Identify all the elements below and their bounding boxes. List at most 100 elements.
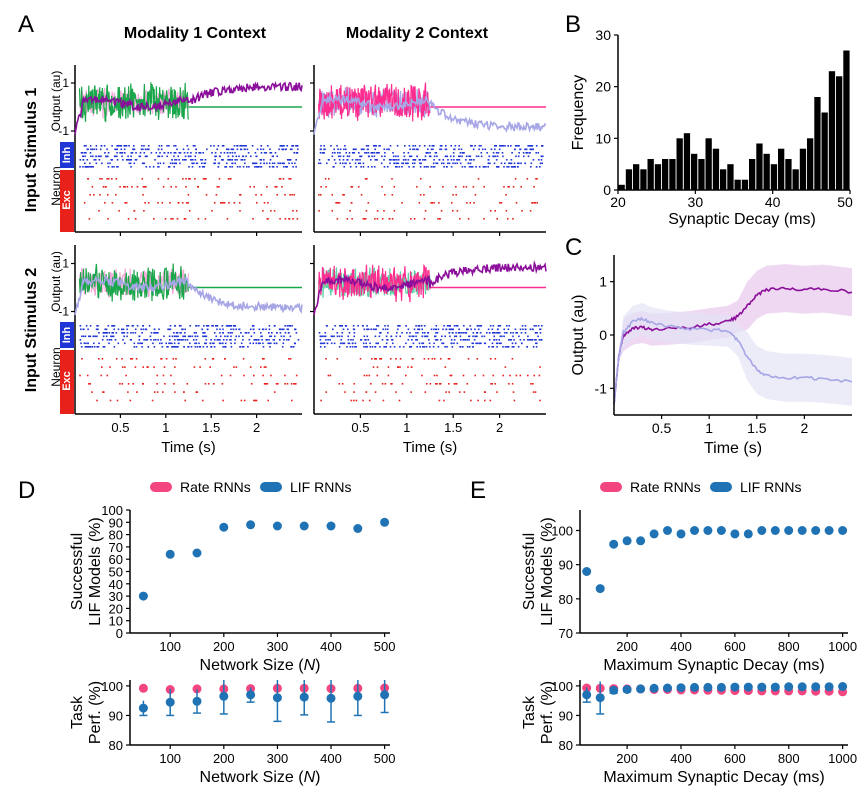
raster-inh-spike — [90, 166, 93, 168]
raster-inh-spike — [434, 335, 436, 338]
data-point — [703, 526, 713, 535]
raster-inh-spike — [146, 148, 149, 151]
raster-inh-spike — [529, 148, 531, 151]
raster-inh-spike — [118, 145, 120, 147]
b-ytick-label: 10 — [595, 130, 611, 146]
raster-exc-spike — [100, 374, 102, 377]
raster-inh-spike — [104, 152, 106, 154]
b-bar — [647, 159, 654, 190]
scatter-ytick-label: 90 — [109, 515, 123, 530]
raster-inh-spike — [408, 166, 410, 168]
raster-inh-spike — [451, 346, 454, 348]
data-point — [326, 521, 336, 531]
raster-inh-spike — [107, 152, 110, 154]
raster-inh-spike — [473, 159, 475, 161]
raster-exc-spike — [351, 186, 354, 188]
raster-inh-spike — [428, 145, 431, 147]
a-xtick-label: 1 — [403, 420, 410, 435]
raster-exc-spike — [194, 178, 196, 180]
raster-inh-spike — [474, 328, 476, 331]
raster-inh-spike — [444, 155, 447, 158]
raster-inh-spike — [186, 339, 189, 341]
raster-inh-spike — [502, 155, 504, 158]
c-ytick-label: 0 — [599, 327, 607, 343]
raster-exc-spike — [472, 186, 475, 188]
raster-inh-spike — [390, 335, 393, 338]
legend-swatch-lif — [710, 482, 732, 492]
raster-inh-spike — [143, 152, 146, 154]
raster-inh-spike — [234, 342, 236, 345]
raster-inh-spike — [245, 145, 247, 147]
raster-inh-spike — [142, 148, 144, 151]
raster-inh-spike — [446, 155, 448, 158]
raster-inh-spike — [402, 346, 405, 348]
raster-inh-spike — [232, 328, 235, 331]
raster-inh-spike — [115, 332, 118, 334]
raster-inh-spike — [412, 342, 415, 345]
raster-exc-spike — [453, 383, 456, 385]
raster-inh-spike — [430, 166, 433, 168]
raster-inh-spike — [470, 328, 472, 331]
raster-inh-spike — [261, 339, 263, 341]
raster-inh-spike — [373, 155, 376, 158]
raster-inh-spike — [357, 162, 360, 165]
raster-inh-spike — [471, 166, 474, 168]
raster-inh-spike — [89, 166, 92, 168]
raster-inh-spike — [487, 328, 490, 331]
raster-inh-spike — [154, 332, 156, 334]
raster-exc-spike — [477, 178, 480, 180]
raster-inh-spike — [461, 166, 464, 168]
raster-inh-spike — [90, 155, 92, 158]
raster-inh-spike — [174, 335, 176, 338]
raster-inh-spike — [79, 159, 82, 161]
raster-exc-spike — [511, 358, 514, 360]
raster-inh-spike — [461, 152, 464, 154]
raster-exc-spike — [142, 366, 144, 368]
scatter-ytick-label: 100 — [551, 524, 573, 539]
inh-label-box — [60, 322, 74, 348]
scatter-ytick-label: 100 — [101, 679, 123, 694]
scatter-xtick-label: 100 — [159, 639, 181, 654]
raster-exc-spike — [266, 218, 269, 220]
raster-inh-spike — [369, 342, 371, 345]
raster-exc-spike — [145, 186, 147, 188]
data-point — [811, 526, 821, 535]
raster-inh-spike — [107, 155, 109, 158]
raster-inh-spike — [215, 335, 217, 338]
raster-inh-spike — [162, 162, 165, 165]
raster-inh-spike — [380, 332, 382, 334]
raster-exc-spike — [507, 186, 509, 188]
raster-inh-spike — [383, 166, 386, 168]
raster-inh-spike — [342, 159, 345, 161]
raster-inh-spike — [217, 145, 220, 147]
raster-inh-spike — [386, 339, 388, 341]
raster-inh-spike — [93, 342, 95, 345]
raster-inh-spike — [347, 339, 350, 341]
raster-inh-spike — [413, 328, 416, 331]
raster-inh-spike — [172, 346, 175, 348]
raster-inh-spike — [227, 155, 230, 158]
raster-exc-spike — [265, 383, 267, 385]
raster-inh-spike — [448, 162, 451, 165]
scatter-xtick-label: 200 — [616, 639, 638, 654]
raster-exc-spike — [469, 202, 472, 204]
raster-exc-spike — [130, 358, 132, 360]
raster-inh-spike — [201, 159, 204, 161]
raster-exc-spike — [103, 391, 105, 393]
raster-inh-spike — [346, 159, 348, 161]
raster-inh-spike — [422, 346, 424, 348]
raster-inh-spike — [79, 339, 82, 341]
raster-exc-spike — [438, 202, 440, 204]
raster-inh-spike — [466, 155, 468, 158]
raster-exc-spike — [532, 383, 534, 385]
raster-inh-spike — [395, 155, 397, 158]
raster-inh-spike — [211, 325, 213, 327]
raster-inh-spike — [192, 162, 194, 165]
raster-inh-spike — [83, 342, 86, 345]
raster-inh-spike — [352, 148, 355, 151]
raster-exc-spike — [429, 186, 431, 188]
raster-exc-spike — [109, 366, 111, 368]
raster-inh-spike — [339, 162, 342, 165]
raster-inh-spike — [135, 152, 137, 154]
raster-inh-spike — [418, 325, 420, 327]
